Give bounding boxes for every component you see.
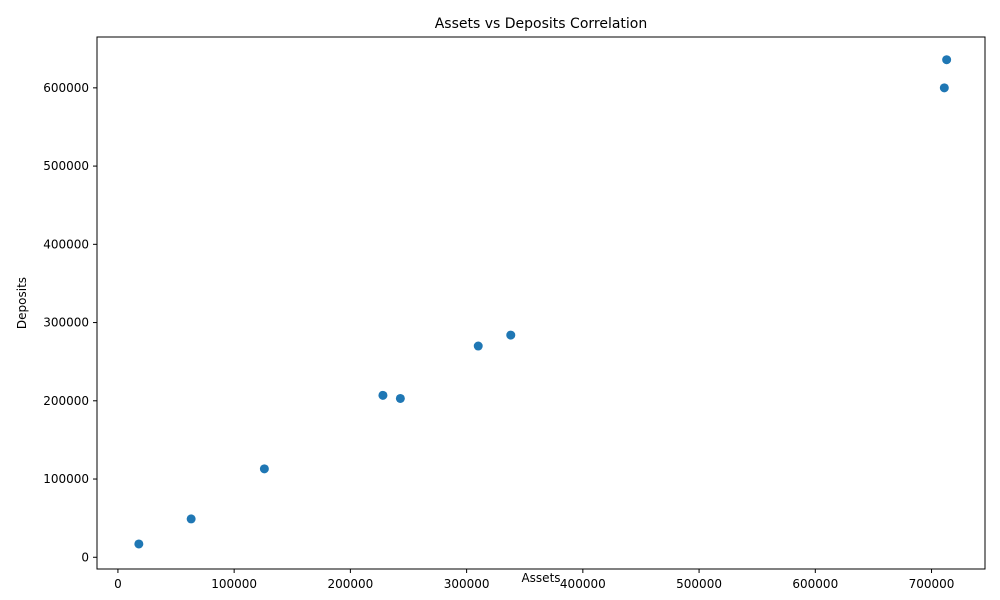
scatter-point (134, 539, 144, 549)
scatter-point (939, 83, 949, 93)
x-tick-label: 700000 (909, 577, 955, 591)
scatter-point (473, 341, 483, 351)
scatter-point (942, 55, 952, 65)
y-tick-label: 0 (81, 550, 89, 564)
y-tick-label: 500000 (43, 159, 89, 173)
scatter-point (395, 393, 405, 403)
y-tick-label: 600000 (43, 81, 89, 95)
y-tick-label: 100000 (43, 472, 89, 486)
x-tick-label: 300000 (444, 577, 490, 591)
axis-ticks: 0 100000 200000 300000 400000 500000 600000 700… (43, 81, 954, 591)
x-tick-label: 200000 (327, 577, 373, 591)
x-tick-label: 0 (114, 577, 122, 591)
x-tick-label: 100000 (211, 577, 257, 591)
y-tick-label: 200000 (43, 394, 89, 408)
scatter-point (259, 464, 269, 474)
y-tick-label: 400000 (43, 237, 89, 251)
y-tick-label: 300000 (43, 316, 89, 330)
scatter-point (378, 390, 388, 400)
plot-frame (96, 36, 986, 570)
x-tick-label: 500000 (676, 577, 722, 591)
scatter-point (186, 514, 196, 524)
x-axis-label: Assets (521, 571, 560, 585)
scatter-point (506, 330, 516, 340)
x-tick-label: 400000 (560, 577, 606, 591)
chart-title: Assets vs Deposits Correlation (435, 16, 648, 32)
data-points (134, 55, 952, 549)
x-tick-label: 600000 (792, 577, 838, 591)
y-axis-label: Deposits (15, 277, 29, 329)
